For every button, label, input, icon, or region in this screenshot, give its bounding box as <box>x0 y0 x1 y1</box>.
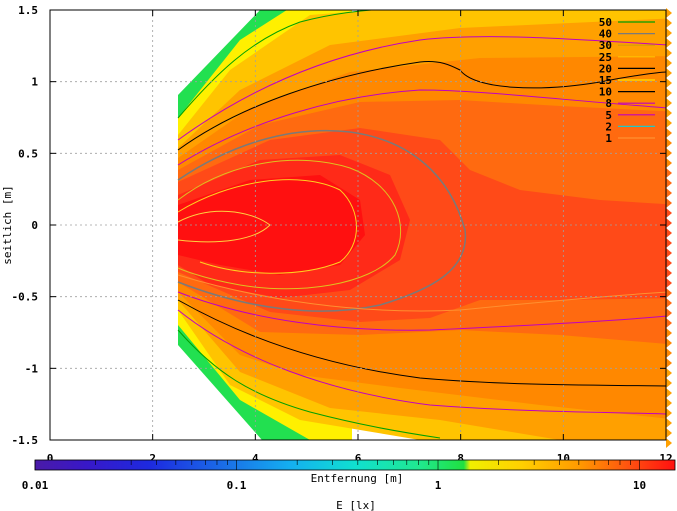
edge-tooth <box>666 38 672 48</box>
edge-tooth <box>666 318 672 328</box>
edge-tooth <box>666 98 672 108</box>
y-tick-label: 1.5 <box>18 4 38 17</box>
y-tick-label: -1 <box>25 362 39 375</box>
legend-label: 40 <box>599 28 612 41</box>
edge-tooth <box>666 48 672 58</box>
contour-8-lower <box>177 291 666 331</box>
edge-tooth <box>666 368 672 378</box>
edge-tooth <box>666 108 672 118</box>
edge-tooth <box>666 258 672 268</box>
contour-lines <box>177 10 666 439</box>
edge-tooth <box>666 348 672 358</box>
colorbar-tick-labels: 0.01 0.1 1 10 <box>22 479 646 492</box>
edge-tooth <box>666 78 672 88</box>
colorbar <box>34 459 676 471</box>
contour-50 <box>177 10 377 119</box>
contour-25 <box>177 179 357 274</box>
legend-label: 5 <box>605 109 612 122</box>
edge-tooth <box>666 198 672 208</box>
contour-8-upper <box>177 89 666 166</box>
edge-tooth <box>666 18 672 28</box>
edge-tooth <box>666 118 672 128</box>
x-tick-label: 4 <box>252 452 259 465</box>
legend-label: 8 <box>605 97 612 110</box>
axis-ticks <box>49 9 667 441</box>
edge-tooth <box>666 128 672 138</box>
edge-tooth <box>666 158 672 168</box>
colorbar-tick-label: 1 <box>435 479 442 492</box>
x-axis-label: Entfernung [m] <box>311 472 404 485</box>
edge-tooth <box>666 438 672 448</box>
legend-label: 2 <box>605 120 612 133</box>
edge-tooth <box>666 88 672 98</box>
edge-tooth <box>666 168 672 178</box>
legend-label: 15 <box>599 74 612 87</box>
y-tick-label: 0 <box>31 219 38 232</box>
x-tick-label: 6 <box>355 452 362 465</box>
edge-tooth <box>666 288 672 298</box>
colorbar-tick-label: 0.1 <box>227 479 247 492</box>
x-tick-label: 8 <box>457 452 464 465</box>
y-tick-label: 0.5 <box>18 147 38 160</box>
edge-tooth <box>666 28 672 38</box>
legend-label: 50 <box>599 16 612 29</box>
edge-tooth <box>666 428 672 438</box>
colorbar-frame <box>34 459 676 471</box>
field-right-edge <box>666 8 672 448</box>
edge-tooth <box>666 278 672 288</box>
contour-30 <box>177 159 402 290</box>
edge-tooth <box>666 268 672 278</box>
edge-tooth <box>666 58 672 68</box>
colorbar-ticks <box>34 460 640 470</box>
legend-label: 10 <box>599 86 612 99</box>
colorbar-tick-label: 10 <box>633 479 646 492</box>
edge-tooth <box>666 338 672 348</box>
edge-tooth <box>666 248 672 258</box>
contour-10-upper <box>177 36 666 141</box>
contour-20-upper <box>177 61 666 151</box>
x-tick-label: 0 <box>47 452 54 465</box>
contour-10-lower <box>177 309 666 415</box>
legend-label: 20 <box>599 62 612 75</box>
colorbar-gradient <box>35 460 675 470</box>
edge-tooth <box>666 308 672 318</box>
edge-tooth <box>666 398 672 408</box>
edge-tooth <box>666 358 672 368</box>
grid-lines <box>50 10 666 440</box>
edge-tooth <box>666 188 672 198</box>
edge-tooth <box>666 178 672 188</box>
edge-tooth <box>666 238 672 248</box>
edge-tooth <box>666 218 672 228</box>
edge-tooth <box>666 328 672 338</box>
y-tick-label: 1 <box>31 76 38 89</box>
edge-tooth <box>666 408 672 418</box>
legend-label: 25 <box>599 51 612 64</box>
edge-tooth <box>666 148 672 158</box>
contour-20-lower <box>177 299 666 387</box>
edge-tooth <box>666 298 672 308</box>
edge-tooth <box>666 228 672 238</box>
x-tick-label: 2 <box>149 452 156 465</box>
edge-tooth <box>666 378 672 388</box>
edge-tooth <box>666 138 672 148</box>
edge-tooth <box>666 208 672 218</box>
colorbar-label: E [lx] <box>336 499 376 511</box>
y-tick-label: -1.5 <box>12 434 39 447</box>
edge-tooth <box>666 418 672 428</box>
y-tick-labels: 1.5 1 0.5 0 -0.5 -1 -1.5 <box>12 4 39 447</box>
edge-tooth <box>666 8 672 18</box>
contour-15 <box>177 210 271 243</box>
edge-tooth <box>666 68 672 78</box>
contour-50-lower <box>177 329 441 439</box>
contour-5 <box>177 274 666 312</box>
legend-label: 1 <box>605 132 612 145</box>
legend-label: 30 <box>599 39 612 52</box>
colorbar-tick-label: 0.01 <box>22 479 49 492</box>
y-tick-label: -0.5 <box>12 291 39 304</box>
edge-tooth <box>666 388 672 398</box>
y-axis-label: seitlich [m] <box>1 185 14 264</box>
contour-40 <box>177 129 467 312</box>
